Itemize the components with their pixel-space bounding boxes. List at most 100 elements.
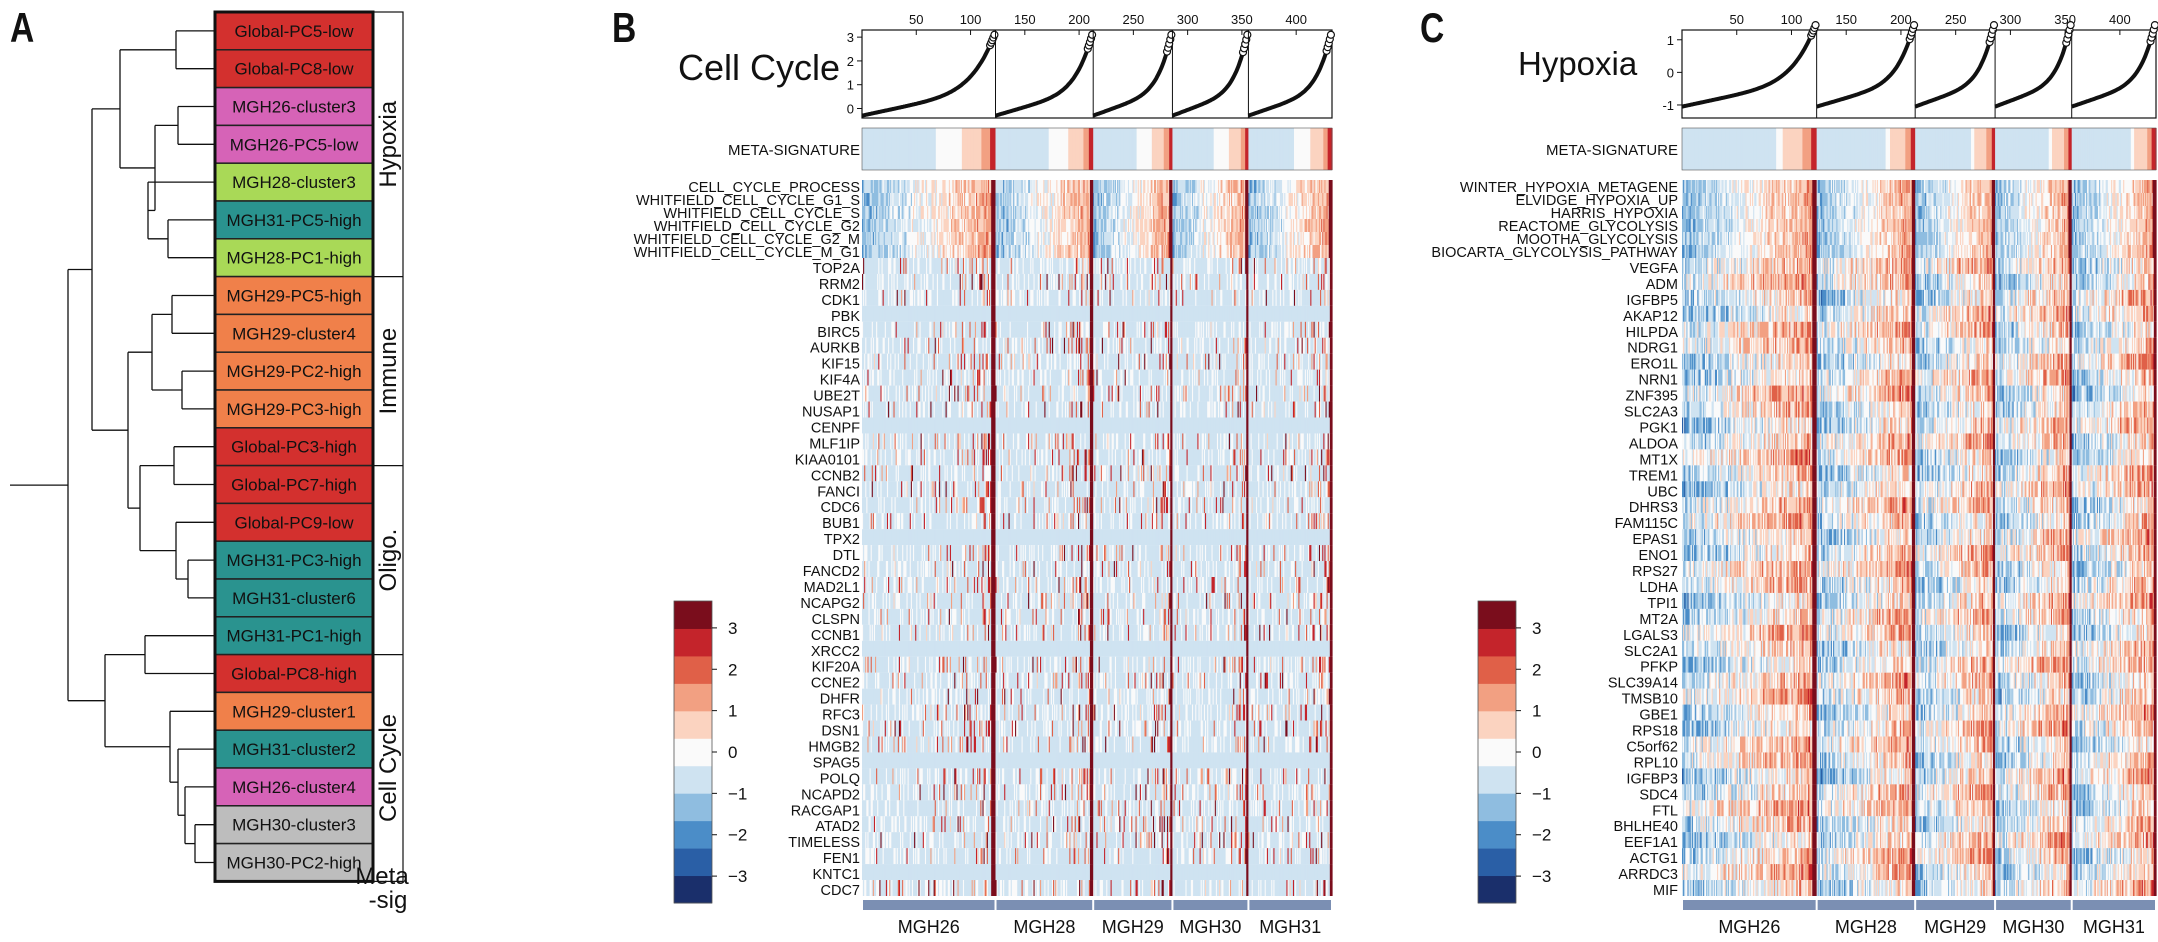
meta-cell bbox=[875, 128, 877, 170]
heatmap-cell bbox=[877, 736, 879, 753]
heatmap-cell bbox=[888, 497, 890, 514]
signature-cell bbox=[886, 180, 889, 193]
signature-cell bbox=[876, 206, 878, 219]
heatmap-cell bbox=[862, 417, 864, 434]
heatmap-cell bbox=[869, 688, 872, 705]
leaf-label: MGH29-cluster4 bbox=[232, 324, 356, 343]
heatmap-cell bbox=[864, 720, 866, 737]
meta-cell bbox=[1047, 128, 1050, 170]
heatmap-cell bbox=[879, 401, 882, 418]
heatmap-cell bbox=[863, 369, 865, 386]
signature-cell bbox=[872, 206, 875, 219]
heatmap-cell bbox=[872, 768, 875, 785]
signature-cell bbox=[866, 180, 869, 193]
heatmap-cell bbox=[869, 401, 872, 418]
meta-cell bbox=[971, 128, 974, 170]
heatmap-cell bbox=[886, 656, 889, 673]
signature-cell bbox=[864, 232, 866, 245]
heatmap-cell bbox=[878, 832, 880, 849]
heatmap-cell bbox=[884, 401, 887, 418]
heatmap-cell bbox=[884, 497, 887, 514]
heatmap-cell bbox=[862, 704, 864, 721]
heatmap-cell bbox=[877, 545, 879, 562]
gene-label: CDK1 bbox=[821, 293, 860, 309]
meta-cell bbox=[888, 128, 890, 170]
heatmap-cell bbox=[884, 816, 887, 833]
heatmap-cell bbox=[865, 353, 867, 370]
heatmap-cell bbox=[862, 768, 864, 785]
heatmap-cell bbox=[872, 608, 875, 625]
heatmap-cell bbox=[876, 258, 878, 274]
heatmap-cell bbox=[883, 417, 886, 434]
signature-cell bbox=[878, 232, 880, 245]
signature-cell bbox=[889, 219, 891, 232]
signature-cell bbox=[867, 232, 870, 245]
signature-cell bbox=[880, 245, 883, 258]
heatmap-cell bbox=[877, 752, 879, 769]
heatmap-cell bbox=[870, 672, 873, 689]
heatmap-cell bbox=[880, 688, 883, 705]
heatmap-cell bbox=[868, 481, 871, 498]
meta-cell bbox=[889, 128, 891, 170]
heatmap-cell bbox=[882, 608, 885, 625]
heatmap-cell bbox=[877, 305, 879, 322]
heatmap-cell bbox=[868, 577, 871, 593]
meta-cell bbox=[869, 128, 872, 170]
heatmap-cell bbox=[875, 417, 877, 434]
heatmap-cell bbox=[868, 513, 871, 530]
meta-cell bbox=[1108, 128, 1111, 170]
heatmap-cell bbox=[873, 481, 876, 498]
heatmap-cell bbox=[864, 305, 866, 322]
signature-cell bbox=[868, 245, 871, 258]
heatmap-cell bbox=[870, 592, 873, 609]
signature-cell bbox=[877, 206, 879, 219]
heatmap-cell bbox=[875, 800, 877, 817]
signature-cell bbox=[870, 232, 873, 245]
meta-cell bbox=[1122, 128, 1125, 170]
signature-cell bbox=[862, 219, 864, 232]
heatmap-cell bbox=[868, 672, 871, 689]
heatmap-cell bbox=[871, 784, 874, 801]
heatmap-cell bbox=[879, 305, 882, 322]
heatmap-cell bbox=[876, 800, 878, 817]
leaf-label: Global-PC5-low bbox=[234, 22, 354, 41]
heatmap-cell bbox=[875, 465, 877, 482]
heatmap-cell bbox=[877, 561, 879, 577]
meta-cell bbox=[1272, 128, 1274, 170]
heatmap-cell bbox=[876, 624, 878, 641]
heatmap-cell bbox=[868, 624, 871, 641]
heatmap-cell bbox=[881, 321, 884, 338]
heatmap-cell bbox=[884, 481, 887, 498]
heatmap-cell bbox=[865, 401, 867, 418]
heatmap-cell bbox=[875, 720, 877, 737]
heatmap-cell bbox=[883, 545, 886, 562]
sorted-score-curve bbox=[1247, 34, 1333, 118]
meta-cell bbox=[955, 128, 958, 170]
heatmap-cell bbox=[883, 784, 886, 801]
meta-cell bbox=[1256, 128, 1258, 170]
meta-cell bbox=[881, 128, 884, 170]
heatmap-cell bbox=[864, 258, 866, 274]
meta-cell bbox=[1264, 128, 1267, 170]
heatmap-cell bbox=[883, 449, 886, 466]
heatmap-cell bbox=[867, 258, 870, 274]
heatmap-cell bbox=[870, 273, 873, 290]
signature-cell bbox=[881, 245, 884, 258]
leaf-label: MGH31-PC3-high bbox=[226, 551, 361, 570]
meta-cell bbox=[899, 128, 902, 170]
signature-cell bbox=[876, 245, 878, 258]
heatmap-cell bbox=[866, 592, 869, 609]
meta-cell bbox=[1104, 128, 1106, 170]
heatmap-cell bbox=[886, 848, 889, 865]
heatmap-cell bbox=[864, 608, 866, 625]
signature-cell bbox=[865, 232, 867, 245]
meta-cell bbox=[1185, 128, 1188, 170]
heatmap-cell bbox=[869, 385, 872, 402]
meta-signature-label: META-SIGNATURE bbox=[728, 142, 860, 159]
meta-cell bbox=[921, 128, 924, 170]
heatmap-cell bbox=[882, 305, 885, 322]
signature-cell bbox=[863, 219, 865, 232]
heatmap-cell bbox=[865, 529, 867, 546]
heatmap-cell bbox=[886, 864, 889, 881]
leaf-box bbox=[214, 842, 374, 883]
